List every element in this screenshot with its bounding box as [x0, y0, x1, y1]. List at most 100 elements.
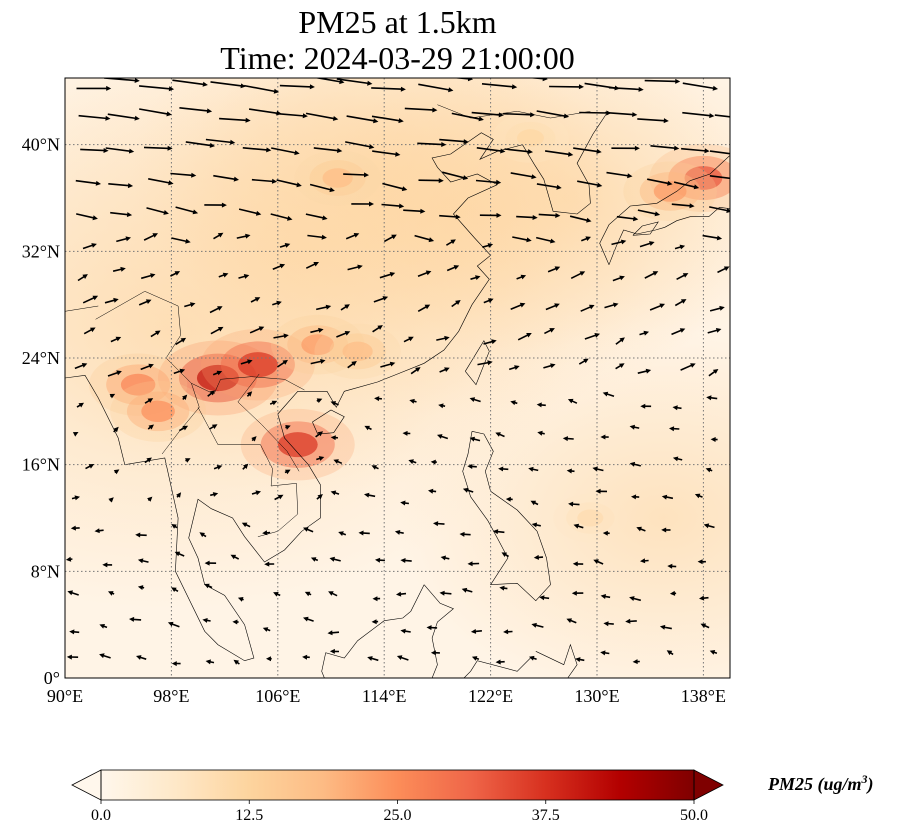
wind-arrow	[661, 527, 671, 533]
wind-arrow	[202, 618, 211, 623]
wind-vectors	[65, 78, 730, 667]
wind-arrow	[537, 430, 545, 436]
wind-arrow	[672, 456, 683, 462]
coastline	[608, 206, 730, 265]
wind-arrow	[681, 147, 710, 154]
wind-arrow	[69, 629, 80, 635]
wind-arrow	[276, 359, 288, 368]
wind-arrow	[567, 398, 578, 404]
wind-arrow	[343, 172, 369, 178]
wind-arrow	[147, 424, 154, 430]
wind-arrow	[446, 265, 460, 272]
wind-arrow	[66, 654, 79, 660]
wind-arrow	[65, 556, 73, 562]
wind-arrow	[364, 425, 372, 431]
wind-arrow	[330, 490, 340, 496]
wind-arrow	[637, 368, 652, 374]
wind-arrow	[236, 233, 251, 239]
wind-arrow	[608, 86, 644, 92]
wind-arrow	[647, 178, 673, 186]
wind-arrow	[219, 117, 251, 123]
wind-arrow	[213, 174, 239, 182]
wind-arrow	[629, 461, 641, 467]
wind-arrow	[251, 178, 278, 184]
wind-arrow	[313, 147, 343, 153]
wind-arrow	[371, 86, 406, 92]
wind-arrow	[104, 297, 119, 304]
wind-arrow	[240, 359, 253, 365]
wind-arrow	[199, 532, 207, 538]
wind-arrow	[176, 492, 182, 498]
wind-arrow	[136, 655, 147, 660]
wind-arrow	[708, 369, 719, 377]
wind-arrow	[533, 554, 544, 560]
wind-arrow	[266, 656, 272, 662]
wind-arrow	[238, 274, 250, 279]
wind-arrow	[305, 112, 339, 121]
wind-arrow	[459, 531, 471, 537]
wind-arrow	[674, 299, 687, 307]
wind-arrow	[503, 629, 513, 635]
wind-arrow	[107, 370, 122, 377]
wind-arrow	[269, 400, 278, 406]
wind-arrow	[316, 494, 323, 500]
colorbar-label: PM25 (ug/m3)	[768, 772, 874, 794]
wind-arrow	[445, 239, 456, 246]
wind-arrow	[237, 597, 244, 602]
wind-arrow	[310, 327, 324, 334]
wind-arrow	[615, 363, 625, 370]
coastline	[65, 113, 607, 662]
wind-arrow	[602, 530, 610, 536]
wind-arrow	[67, 590, 79, 596]
wind-arrow	[631, 494, 640, 500]
wind-arrow	[403, 336, 414, 343]
wind-arrow	[172, 79, 208, 87]
wind-arrow	[578, 358, 589, 365]
wind-arrow	[495, 432, 505, 438]
wind-arrow	[637, 209, 661, 217]
wind-arrow	[600, 434, 609, 440]
country-border	[161, 383, 200, 455]
wind-arrow	[470, 629, 482, 634]
wind-arrow	[400, 558, 412, 563]
wind-arrow	[284, 469, 291, 475]
wind-arrow	[246, 391, 253, 397]
colorbar-gradient	[101, 770, 694, 800]
wind-arrow	[110, 211, 133, 217]
wind-arrow	[479, 212, 502, 218]
wind-arrow	[173, 368, 186, 375]
wind-arrow	[137, 585, 145, 590]
wind-arrow	[538, 213, 561, 218]
wind-arrow	[140, 273, 156, 280]
wind-arrow	[113, 469, 120, 475]
wind-arrow	[262, 627, 271, 632]
lat-tick-label: 8°N	[31, 561, 60, 581]
wind-arrow	[417, 142, 447, 147]
wind-arrow	[451, 112, 484, 122]
wind-arrow	[700, 623, 710, 629]
wind-arrow	[382, 182, 408, 192]
wind-arrow	[71, 495, 80, 501]
wind-arrow	[510, 302, 526, 310]
wind-arrow	[569, 215, 592, 223]
wind-arrow	[170, 172, 197, 178]
wind-arrow	[418, 178, 444, 184]
wind-arrow	[346, 115, 379, 124]
colorbar-max-extend	[693, 769, 724, 801]
wind-arrow	[383, 234, 397, 243]
wind-arrow	[129, 616, 142, 622]
wind-arrow	[336, 331, 351, 338]
wind-arrow	[461, 587, 473, 593]
wind-arrow	[568, 501, 580, 507]
wind-arrow	[593, 559, 604, 565]
wind-arrow	[99, 653, 111, 659]
wind-arrow	[705, 467, 713, 473]
wind-arrow	[328, 591, 338, 597]
wind-arrow	[575, 657, 585, 662]
wind-arrow	[358, 530, 370, 536]
wind-arrow	[536, 236, 556, 244]
haze-region	[397, 331, 730, 678]
wind-arrow	[400, 500, 409, 506]
wind-arrow	[94, 528, 104, 534]
